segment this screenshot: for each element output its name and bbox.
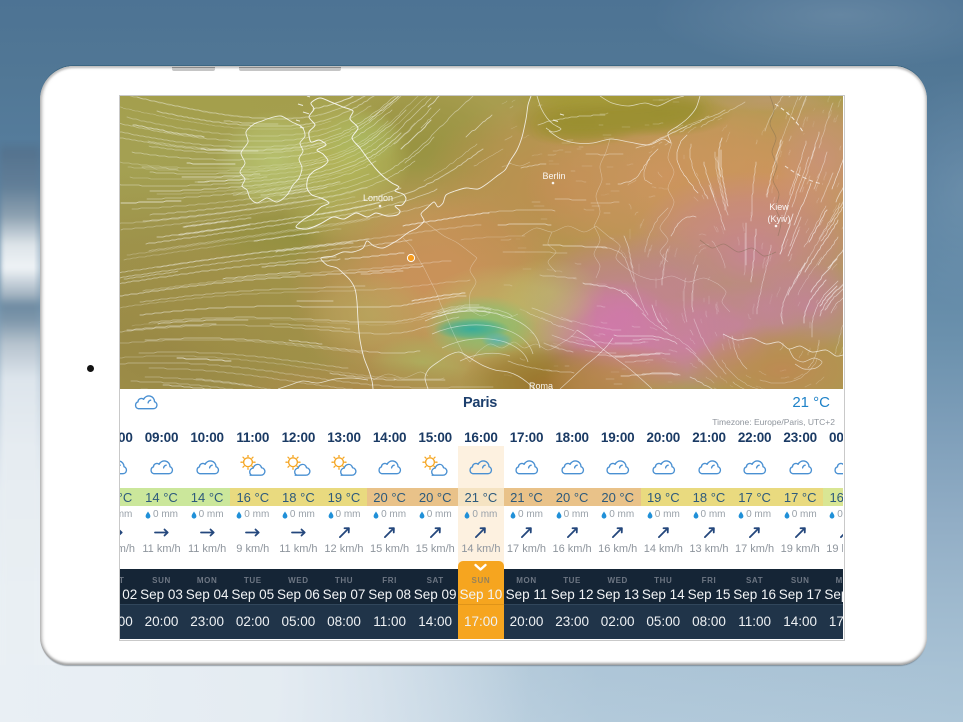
svg-text:Kiew: Kiew — [769, 202, 789, 212]
svg-text:London: London — [363, 193, 393, 203]
svg-text:Berlin: Berlin — [542, 171, 565, 181]
svg-text:(Kyiv): (Kyiv) — [768, 214, 791, 224]
svg-text:Roma: Roma — [529, 381, 553, 389]
